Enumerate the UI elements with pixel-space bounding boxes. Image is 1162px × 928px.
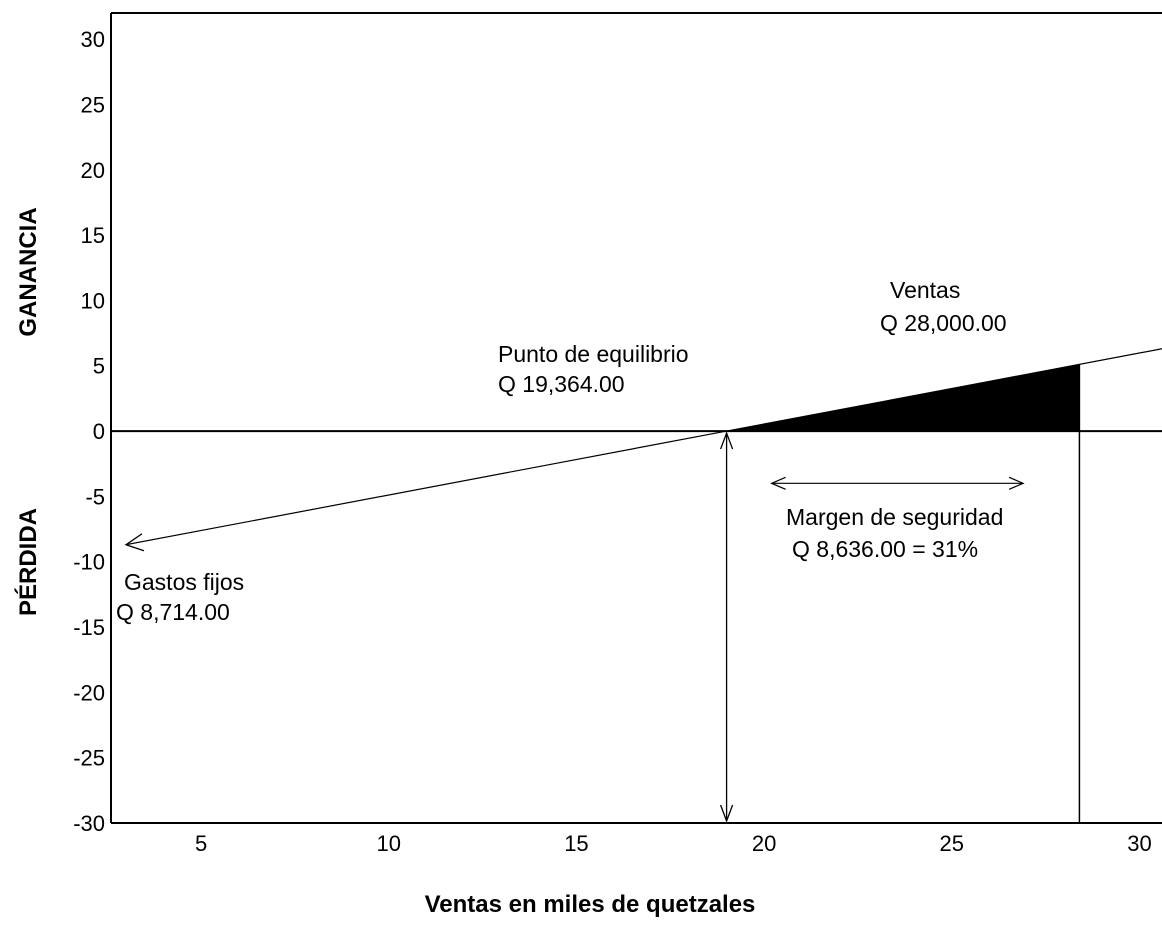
x-tick-label: 15: [564, 831, 588, 856]
y-tick-label: 30: [81, 27, 105, 52]
y-tick-label: -30: [73, 811, 105, 836]
fixed-costs-label: Gastos fijos: [124, 569, 244, 595]
sales-value: Q 28,000.00: [880, 310, 1007, 336]
breakeven-arrowhead-bottom: [719, 804, 734, 823]
y-axis-title-bottom: PÉRDIDA: [14, 508, 42, 616]
x-tick-label: 25: [940, 831, 964, 856]
y-tick-label: 5: [93, 354, 105, 379]
x-tick-label: 5: [195, 831, 207, 856]
y-tick-label: -15: [73, 615, 105, 640]
fixed-costs-arrowhead: [124, 533, 145, 552]
y-tick-label: -5: [85, 484, 105, 509]
y-axis-title-top: GANANCIA: [15, 207, 42, 336]
safety-margin-value: Q 8,636.00 = 31%: [792, 536, 978, 562]
safety-margin-arrowhead-left: [770, 476, 786, 490]
sales-label: Ventas: [890, 277, 960, 303]
y-tick-label: 10: [81, 288, 105, 313]
x-tick-label: 10: [377, 831, 401, 856]
breakeven-arrowhead-top: [719, 431, 734, 450]
safety-margin-arrowhead-right: [1008, 476, 1025, 490]
y-tick-label: -20: [73, 680, 105, 705]
y-tick-label: -10: [73, 550, 105, 575]
y-tick-label: 25: [81, 92, 105, 117]
safety-margin-label: Margen de seguridad: [786, 504, 1003, 530]
y-tick-label: 15: [81, 223, 105, 248]
x-tick-label: 30: [1127, 831, 1151, 856]
y-tick-label: 20: [81, 158, 105, 183]
x-tick-label: 20: [752, 831, 776, 856]
breakeven-value: Q 19,364.00: [498, 371, 625, 397]
breakeven-label: Punto de equilibrio: [498, 341, 689, 367]
y-tick-label: 0: [93, 419, 105, 444]
y-tick-labels: 30 25 20 15 10 5 0 -5 -10 -15 -20 -25 -30: [73, 27, 105, 836]
fixed-costs-value: Q 8,714.00: [116, 599, 230, 625]
x-tick-labels: 5 10 15 20 25 30: [195, 831, 1152, 856]
x-axis-title: Ventas en miles de quetzales: [425, 891, 756, 918]
profit-line: [125, 348, 1162, 546]
y-tick-label: -25: [73, 746, 105, 771]
